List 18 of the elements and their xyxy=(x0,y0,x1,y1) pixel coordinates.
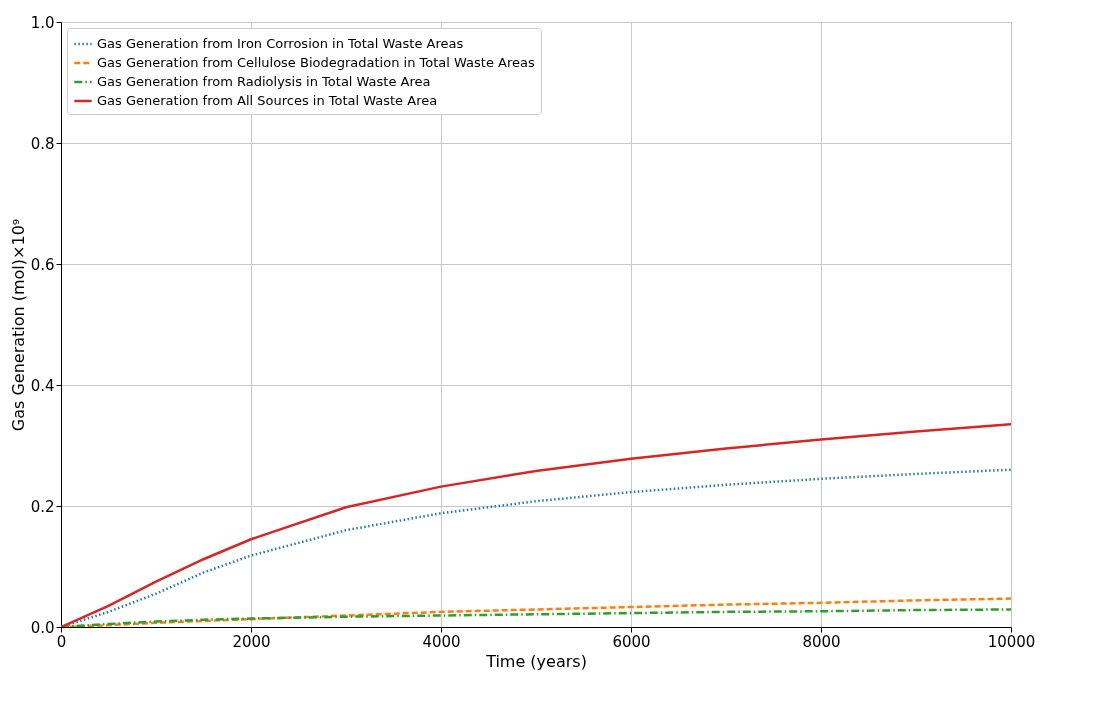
y-tick-label: 0.4 xyxy=(30,376,55,395)
x-tick-label: 4000 xyxy=(422,632,461,651)
y-tick-label: 0.0 xyxy=(30,618,55,637)
x-tick-label: 6000 xyxy=(612,632,651,651)
x-tick-label: 8000 xyxy=(802,632,841,651)
x-tick-label: 2000 xyxy=(232,632,271,651)
x-tick-label: 10000 xyxy=(987,632,1036,651)
legend-label: Gas Generation from Iron Corrosion in Total Waste Areas xyxy=(97,36,464,51)
legend-label: Gas Generation from Cellulose Biodegradation in Total Waste Areas xyxy=(97,55,535,70)
y-tick-label: 0.2 xyxy=(30,497,55,516)
legend-label: Gas Generation from All Sources in Total Waste Area xyxy=(97,93,438,108)
y-tick-label: 0.6 xyxy=(30,255,55,274)
y-tick-label: 1.0 xyxy=(30,13,55,32)
x-tick-label: 0 xyxy=(56,632,67,651)
legend-label: Gas Generation from Radiolysis in Total Waste Area xyxy=(97,74,431,89)
y-axis-title: Gas Generation (mol)×10⁹ xyxy=(8,218,28,432)
x-axis-title: Time (years) xyxy=(485,651,587,671)
y-tick-label: 0.8 xyxy=(30,134,55,153)
